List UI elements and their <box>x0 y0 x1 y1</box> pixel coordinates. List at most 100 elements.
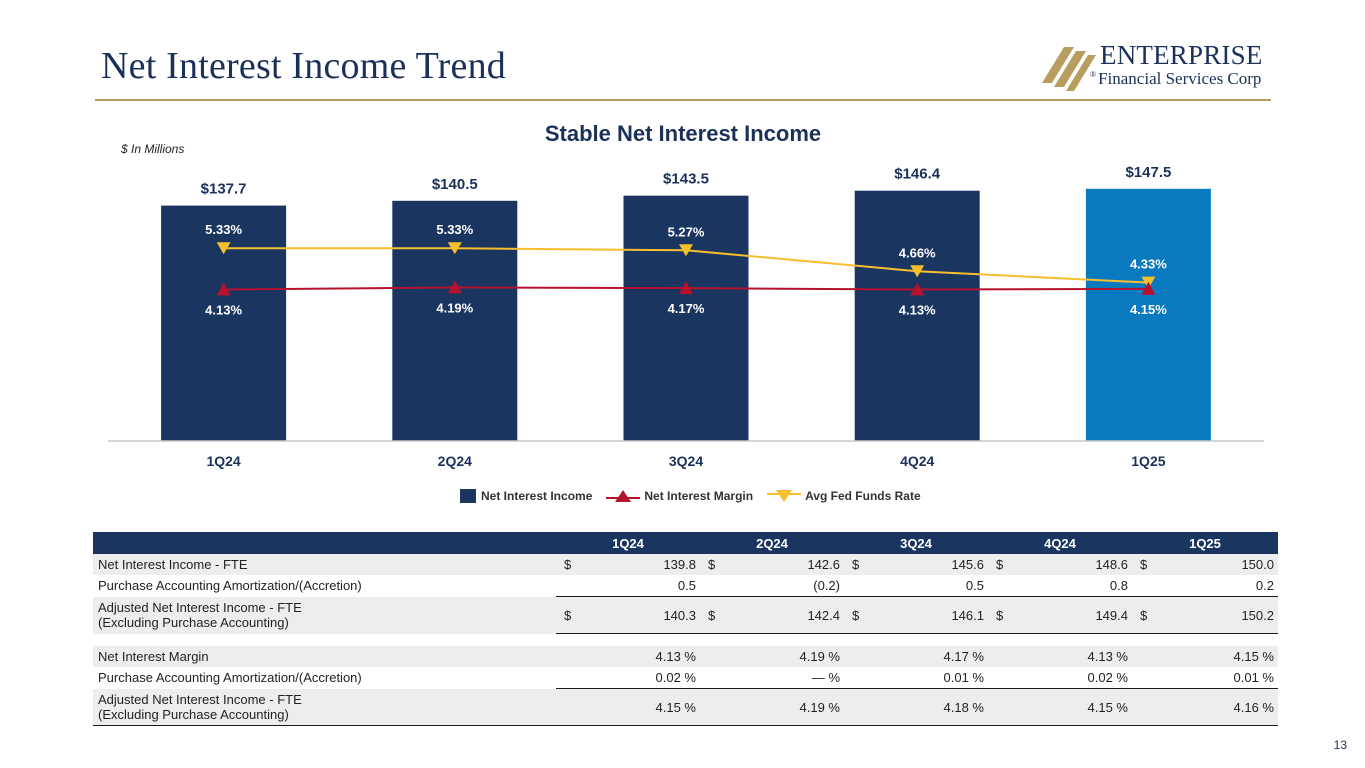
fed-marker-4Q24 <box>910 265 925 278</box>
table-cell: 4.19 % <box>730 688 844 726</box>
table-cell: 4.19 % <box>730 646 844 667</box>
nim-label-4Q24: 4.13% <box>899 303 936 318</box>
fed-marker-1Q24 <box>216 242 231 255</box>
table-cell: 4.15 % <box>1018 688 1132 726</box>
bar-label-2Q24: $140.5 <box>432 176 478 193</box>
table-cell: 4.18 % <box>874 688 988 726</box>
legend-label-nii: Net Interest Income <box>481 489 593 503</box>
nim-marker-3Q24 <box>679 281 693 295</box>
currency-symbol: $ <box>988 596 1018 634</box>
nim-label-3Q24: 4.17% <box>668 301 705 316</box>
company-logo: ENTERPRISE ® Financial Services Corp <box>1040 40 1276 92</box>
logo-name: ENTERPRISE <box>1100 40 1263 70</box>
currency-symbol: $ <box>1132 596 1162 634</box>
table-cell: 0.02 % <box>586 667 700 689</box>
row-label-line2: (Excluding Purchase Accounting) <box>98 706 289 722</box>
nim-label-1Q24: 4.13% <box>205 303 242 318</box>
table-row: Adjusted Net Interest Income - FTE (Exclu… <box>93 596 1278 634</box>
row-label-line2: (Excluding Purchase Accounting) <box>98 615 289 630</box>
table-row: Purchase Accounting Amortization/(Accret… <box>93 667 1278 689</box>
row-label: Adjusted Net Interest Income - FTE (Exclu… <box>93 596 556 634</box>
legend-swatch-fed-icon <box>767 490 802 502</box>
legend-swatch-nim-icon <box>606 490 641 502</box>
table-cell: 149.4 <box>1018 596 1132 634</box>
row-label-line1: Adjusted Net Interest Income - FTE <box>98 600 302 615</box>
table-cell: 150.2 <box>1162 596 1278 634</box>
table-header-cell: 1Q25 <box>1132 532 1278 554</box>
table-cell: 0.8 <box>1109 578 1128 593</box>
row-label-line1: Adjusted Net Interest Income - FTE <box>98 691 302 707</box>
nim-marker-1Q25 <box>1141 281 1156 295</box>
bar-1Q24 <box>161 205 287 441</box>
table-cell: 140.3 <box>586 596 700 634</box>
bar-label-1Q25: $147.5 <box>1125 164 1171 181</box>
chart-legend: Net Interest Income Net Interest Margin … <box>460 489 935 503</box>
table-header-cell: 3Q24 <box>844 532 988 554</box>
fed-marker-2Q24 <box>447 242 462 255</box>
currency-symbol: $ <box>988 554 1018 575</box>
page-number: 13 <box>1333 738 1347 752</box>
currency-symbol: $ <box>700 554 730 575</box>
legend-label-nim: Net Interest Margin <box>644 489 754 503</box>
table-cell: 146.1 <box>874 596 988 634</box>
x-tick-1Q25: 1Q25 <box>1131 453 1165 469</box>
table-header-cell: 1Q24 <box>556 532 700 554</box>
table-cell: 4.13 % <box>1018 646 1132 667</box>
bar-3Q24 <box>623 195 749 441</box>
table-header-cell: 2Q24 <box>700 532 844 554</box>
fed-label-1Q24: 5.33% <box>205 222 242 237</box>
row-label: Adjusted Net Interest Income - FTE (Exclu… <box>93 688 556 726</box>
table-row: Adjusted Net Interest Income - FTE (Exclu… <box>93 688 1278 726</box>
logo-registered-mark: ® <box>1090 70 1097 80</box>
x-tick-3Q24: 3Q24 <box>669 453 703 469</box>
currency-symbol: $ <box>844 554 874 575</box>
table-header-row: 1Q24 2Q24 3Q24 4Q24 1Q25 <box>93 532 1278 554</box>
table-cell: 0.2 <box>1255 578 1274 593</box>
bar-2Q24 <box>392 200 518 441</box>
currency-symbol: $ <box>1132 554 1162 575</box>
legend-item-nim: Net Interest Margin <box>606 489 753 503</box>
currency-symbol: $ <box>556 596 586 634</box>
table-cell: 145.6 <box>874 554 988 575</box>
table-cell: 4.15 % <box>1162 646 1278 667</box>
nii-table: 1Q24 2Q24 3Q24 4Q24 1Q25 Net Interest In… <box>93 532 1278 726</box>
nim-marker-2Q24 <box>447 280 462 294</box>
table-row: Net Interest Income - FTE $ 139.8 $ 142.… <box>93 554 1278 575</box>
row-label: Net Interest Margin <box>93 646 556 667</box>
bar-label-4Q24: $146.4 <box>894 166 941 183</box>
fed-label-4Q24: 4.66% <box>899 245 936 260</box>
fed-label-3Q24: 5.27% <box>668 224 705 239</box>
fed-label-1Q25: 4.33% <box>1130 257 1167 272</box>
table-cell: 0.5 <box>965 578 984 593</box>
currency-symbol: $ <box>556 554 586 575</box>
units-note: $ In Millions <box>121 142 185 156</box>
x-tick-1Q24: 1Q24 <box>206 453 240 469</box>
table-cell: 4.16 % <box>1162 688 1278 726</box>
nim-marker-1Q24 <box>216 282 231 296</box>
table-cell: — % <box>730 667 844 689</box>
table-cell: 142.6 <box>730 554 844 575</box>
nim-label-1Q25: 4.15% <box>1130 302 1167 317</box>
table-cell: (0.2) <box>813 578 840 593</box>
row-label: Purchase Accounting Amortization/(Accret… <box>98 578 362 594</box>
table-header-cell: 4Q24 <box>988 532 1132 554</box>
table-row: Net Interest Margin 4.13 % 4.19 % 4.17 %… <box>93 646 1278 667</box>
nim-marker-4Q24 <box>910 282 925 296</box>
bar-1Q25 <box>1085 188 1211 441</box>
bar-4Q24 <box>854 190 980 441</box>
nim-label-2Q24: 4.19% <box>436 300 473 315</box>
x-tick-4Q24: 4Q24 <box>900 453 934 469</box>
table-cell: 4.13 % <box>586 646 700 667</box>
currency-symbol: $ <box>700 596 730 634</box>
table-row: Purchase Accounting Amortization/(Accret… <box>93 575 1278 597</box>
bar-label-1Q24: $137.7 <box>201 181 247 198</box>
table-cell: 4.15 % <box>586 688 700 726</box>
legend-item-nii: Net Interest Income <box>460 489 592 503</box>
table-cell: 139.8 <box>586 554 700 575</box>
header-rule <box>95 99 1271 101</box>
legend-label-fed: Avg Fed Funds Rate <box>805 489 921 503</box>
fed-label-2Q24: 5.33% <box>436 222 473 237</box>
table-cell: 0.02 % <box>1018 667 1132 689</box>
row-label: Purchase Accounting Amortization/(Accret… <box>98 670 362 686</box>
legend-item-fed: Avg Fed Funds Rate <box>767 489 921 503</box>
